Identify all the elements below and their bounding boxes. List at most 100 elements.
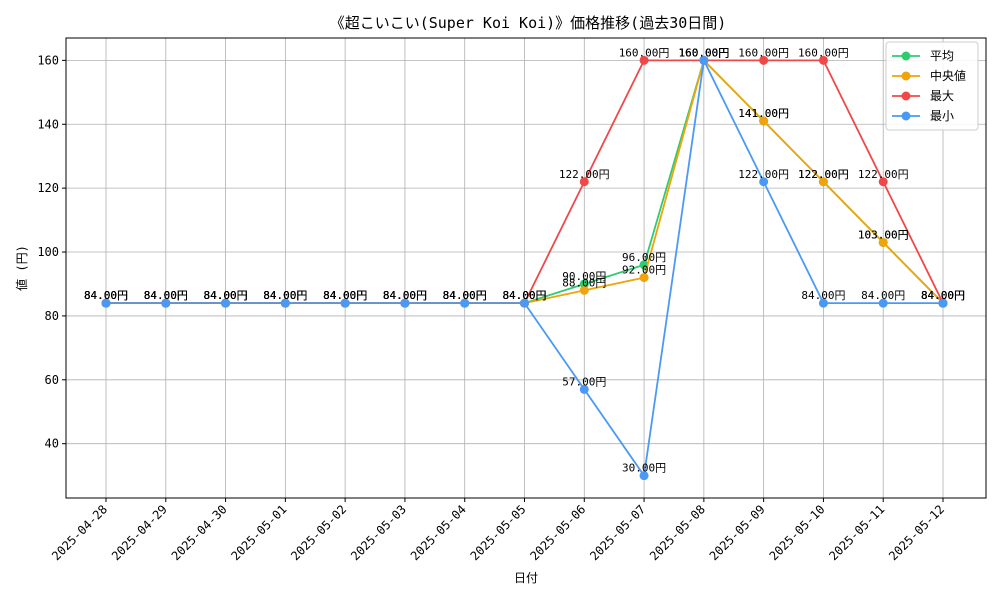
data-point	[101, 298, 111, 308]
x-tick-label: 2025-05-07	[587, 502, 648, 563]
x-tick-label: 2025-05-08	[647, 502, 708, 563]
x-tick-label: 2025-04-28	[49, 502, 110, 563]
data-label: 160.00円	[798, 46, 849, 59]
data-label: 103.00円	[858, 228, 909, 241]
data-label: 84.00円	[263, 289, 307, 302]
x-tick-label: 2025-04-30	[169, 502, 230, 563]
data-label: 88.00円	[562, 276, 606, 289]
series-3	[101, 55, 948, 481]
x-tick-label: 2025-05-02	[288, 502, 349, 563]
data-label: 84.00円	[443, 289, 487, 302]
legend-label: 最大	[930, 89, 954, 103]
data-label: 84.00円	[383, 289, 427, 302]
data-label: 160.00円	[678, 46, 729, 59]
data-label: 160.00円	[678, 46, 729, 59]
data-label: 84.00円	[204, 289, 248, 302]
data-point	[818, 298, 828, 308]
data-label: 84.00円	[263, 289, 307, 302]
data-label: 84.00円	[323, 289, 367, 302]
data-label: 141.00円	[738, 107, 789, 120]
data-label: 103.00円	[858, 228, 909, 241]
data-label: 84.00円	[84, 289, 128, 302]
data-label: 160.00円	[678, 46, 729, 59]
data-label: 30.00円	[622, 462, 666, 475]
y-ticks: 40 60 80 100 120 140 160	[37, 53, 66, 451]
y-tick-label: 120	[37, 181, 59, 195]
data-label: 84.00円	[144, 289, 188, 302]
data-label: 57.00円	[562, 375, 606, 388]
data-label: 84.00円	[921, 289, 965, 302]
y-tick-label: 140	[37, 117, 59, 131]
legend-label: 平均	[930, 49, 954, 63]
legend-label: 最小	[930, 109, 954, 123]
data-label: 84.00円	[502, 289, 546, 302]
y-tick-label: 160	[37, 53, 59, 67]
data-label: 96.00円	[622, 251, 666, 264]
x-tick-label: 2025-04-29	[109, 502, 170, 563]
data-label: 84.00円	[443, 289, 487, 302]
plot-frame	[65, 37, 987, 499]
data-point	[340, 298, 350, 308]
chart-title: 《超こいこい(Super Koi Koi)》価格推移(過去30日間)	[330, 14, 727, 32]
data-label: 84.00円	[84, 289, 128, 302]
data-point	[400, 298, 410, 308]
x-axis-label: 日付	[514, 571, 538, 585]
data-label: 92.00円	[622, 264, 666, 277]
data-point	[579, 177, 589, 187]
data-point	[759, 177, 769, 187]
x-tick-label: 2025-05-04	[408, 502, 469, 563]
x-tick-label: 2025-05-09	[707, 502, 768, 563]
data-label: 160.00円	[619, 46, 670, 59]
data-label: 122.00円	[559, 168, 610, 181]
data-point	[878, 177, 888, 187]
grid	[66, 38, 986, 498]
x-tick-label: 2025-05-06	[527, 502, 588, 563]
x-tick-label: 2025-05-10	[767, 502, 828, 563]
data-label: 84.00円	[921, 289, 965, 302]
x-tick-label: 2025-05-03	[348, 502, 409, 563]
data-label: 84.00円	[323, 289, 367, 302]
data-label: 84.00円	[801, 289, 845, 302]
data-point	[938, 298, 948, 308]
data-label: 84.00円	[204, 289, 248, 302]
legend-swatch-marker	[901, 71, 911, 81]
data-label: 122.00円	[798, 168, 849, 181]
data-point	[639, 55, 649, 65]
data-point	[878, 237, 888, 247]
data-point	[579, 384, 589, 394]
data-label: 84.00円	[502, 289, 546, 302]
data-label: 84.00円	[204, 289, 248, 302]
data-label: 84.00円	[921, 289, 965, 302]
x-tick-label: 2025-05-05	[468, 502, 529, 563]
data-point	[221, 298, 231, 308]
data-label: 84.00円	[921, 289, 965, 302]
data-label: 84.00円	[443, 289, 487, 302]
data-label: 84.00円	[84, 289, 128, 302]
data-point	[579, 279, 589, 289]
data-label: 84.00円	[383, 289, 427, 302]
data-label: 84.00円	[323, 289, 367, 302]
data-point	[639, 471, 649, 481]
y-tick-label: 60	[45, 373, 59, 387]
data-label: 84.00円	[383, 289, 427, 302]
data-point	[460, 298, 470, 308]
y-tick-label: 40	[45, 437, 59, 451]
y-tick-label: 100	[37, 245, 59, 259]
y-tick-label: 80	[45, 309, 59, 323]
data-point	[639, 273, 649, 283]
data-label: 84.00円	[861, 289, 905, 302]
x-tick-label: 2025-05-12	[886, 502, 947, 563]
data-label: 84.00円	[323, 289, 367, 302]
data-point	[280, 298, 290, 308]
x-tick-label: 2025-05-01	[228, 502, 289, 563]
data-label: 84.00円	[263, 289, 307, 302]
data-label: 84.00円	[502, 289, 546, 302]
data-point	[759, 55, 769, 65]
data-label: 122.00円	[858, 168, 909, 181]
y-axis-label: 値 (円)	[14, 245, 29, 291]
data-label: 122.00円	[798, 168, 849, 181]
data-point	[579, 285, 589, 295]
legend-swatch-marker	[901, 91, 911, 101]
data-label: 90.00円	[562, 270, 606, 283]
